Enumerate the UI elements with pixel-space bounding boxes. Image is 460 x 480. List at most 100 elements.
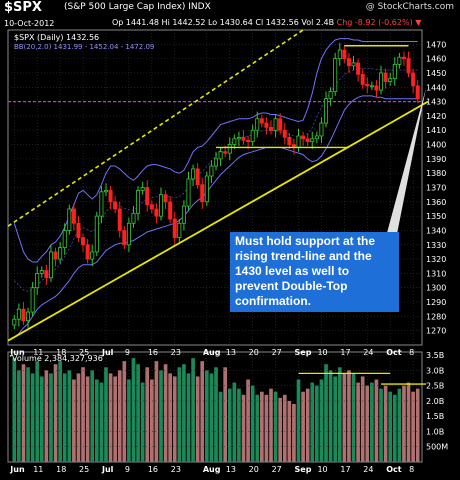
volume-bar-down bbox=[374, 379, 379, 462]
volume-bar-down bbox=[168, 373, 172, 462]
volume-bar-down bbox=[347, 370, 351, 462]
volume-x-tick-label: 23 bbox=[171, 465, 181, 474]
price-tick-label: 1360 bbox=[426, 198, 446, 207]
candle-up bbox=[204, 175, 209, 203]
candle-down bbox=[259, 118, 264, 124]
volume-x-tick-label: Sep bbox=[295, 465, 312, 474]
volume-bar-up bbox=[58, 361, 62, 462]
symbol-title: $SPX bbox=[4, 0, 42, 15]
candle-down bbox=[383, 72, 388, 82]
chart-header: $SPX (S&P 500 Large Cap Index) INDX @ St… bbox=[0, 0, 460, 30]
candle-down bbox=[113, 201, 118, 210]
volume-bar-down bbox=[415, 388, 420, 462]
volume-bar-up bbox=[388, 391, 393, 462]
candle-up bbox=[397, 56, 402, 65]
volume-bar-up bbox=[273, 391, 278, 462]
price-x-tick-label: 25 bbox=[79, 348, 89, 357]
price-x-tick-label: Aug bbox=[203, 348, 221, 357]
price-x-tick-label: 8 bbox=[409, 348, 414, 357]
volume-bar-up bbox=[319, 379, 324, 462]
candle-up bbox=[392, 63, 397, 80]
volume-bar-down bbox=[264, 394, 269, 462]
price-tick-label: 1410 bbox=[426, 126, 446, 135]
volume-tick-label: 2.5B bbox=[426, 382, 444, 391]
price-tick-label: 1470 bbox=[426, 40, 446, 49]
volume-bar-down bbox=[383, 385, 388, 462]
volume-x-tick-label: 8 bbox=[409, 465, 414, 474]
candle-down bbox=[44, 270, 49, 279]
volume-bar-up bbox=[392, 394, 397, 462]
volume-bar-down bbox=[360, 376, 365, 462]
candle-down bbox=[85, 244, 90, 260]
candle-down bbox=[401, 56, 406, 60]
price-tick-label: 1440 bbox=[426, 83, 446, 92]
volume-bar-up bbox=[94, 379, 99, 462]
volume-bar-down bbox=[287, 400, 292, 462]
down-arrow-icon: ▼ bbox=[415, 18, 422, 27]
candle-up bbox=[39, 270, 44, 274]
volume-bar-up bbox=[209, 373, 214, 462]
volume-x-tick-label: 9 bbox=[125, 465, 130, 474]
volume-bar-up bbox=[218, 391, 223, 462]
volume-bar-down bbox=[53, 364, 58, 462]
volume-bar-up bbox=[315, 385, 319, 462]
candle-up bbox=[99, 191, 104, 217]
price-tick-label: 1400 bbox=[426, 141, 446, 150]
symbol-description: (S&P 500 Large Cap Index) INDX bbox=[64, 2, 211, 12]
price-tick-label: 1430 bbox=[426, 98, 446, 107]
bollinger-upper-band bbox=[13, 38, 418, 263]
price-x-tick-label: 11 bbox=[33, 348, 43, 357]
volume-bar-up bbox=[30, 373, 35, 462]
candle-up bbox=[209, 165, 214, 177]
candle-up bbox=[319, 122, 324, 137]
price-x-tick-label: 18 bbox=[56, 348, 66, 357]
quote-close: Cl 1432.56 bbox=[255, 18, 299, 27]
volume-bar-up bbox=[333, 376, 338, 462]
bollinger-lower-band bbox=[13, 95, 418, 339]
candle-up bbox=[136, 189, 141, 214]
candle-down bbox=[172, 218, 177, 239]
volume-bar-down bbox=[356, 382, 360, 462]
candle-down bbox=[305, 138, 310, 143]
volume-x-tick-label: 20 bbox=[249, 465, 259, 474]
candle-down bbox=[154, 208, 159, 217]
volume-bar-down bbox=[200, 361, 205, 462]
candle-down bbox=[415, 85, 420, 100]
candle-up bbox=[273, 118, 278, 131]
price-tick-label: 1320 bbox=[426, 255, 446, 264]
volume-bar-down bbox=[113, 376, 117, 462]
price-tick-label: 1380 bbox=[426, 169, 446, 178]
candle-down bbox=[360, 73, 365, 85]
volume-bar-up bbox=[12, 358, 17, 462]
candle-down bbox=[53, 251, 58, 260]
volume-x-tick-label: 10 bbox=[317, 465, 327, 474]
candle-down bbox=[71, 208, 76, 224]
candle-up bbox=[250, 129, 255, 143]
volume-bar-down bbox=[145, 367, 150, 462]
volume-bar-up bbox=[227, 388, 232, 462]
volume-bar-up bbox=[159, 370, 163, 462]
channel-top-line bbox=[7, 29, 304, 227]
candle-up bbox=[296, 135, 301, 148]
volume-tick-label: 3.5B bbox=[426, 351, 444, 360]
price-x-tick-label: Jun bbox=[9, 348, 25, 357]
volume-bar-up bbox=[250, 385, 255, 462]
quote-volume: Vol 2.4B bbox=[301, 18, 335, 27]
volume-bar-down bbox=[402, 385, 406, 462]
price-tick-label: 1450 bbox=[426, 69, 446, 78]
volume-bar-down bbox=[241, 394, 246, 462]
candle-down bbox=[269, 126, 274, 131]
volume-bar-up bbox=[351, 373, 356, 462]
candle-up bbox=[337, 49, 342, 60]
volume-bar-up bbox=[62, 373, 67, 462]
candle-down bbox=[342, 49, 347, 60]
stockcharts-watermark: @ StockCharts.com bbox=[365, 2, 454, 12]
candle-up bbox=[94, 215, 99, 253]
price-x-tick-label: 27 bbox=[272, 348, 282, 357]
volume-x-tick-label: Jun bbox=[9, 465, 25, 474]
rising-trend-line bbox=[7, 100, 429, 342]
candle-up bbox=[213, 158, 219, 167]
volume-bar-up bbox=[310, 382, 315, 462]
price-x-tick-label: 23 bbox=[171, 348, 181, 357]
volume-bar-up bbox=[99, 382, 104, 462]
